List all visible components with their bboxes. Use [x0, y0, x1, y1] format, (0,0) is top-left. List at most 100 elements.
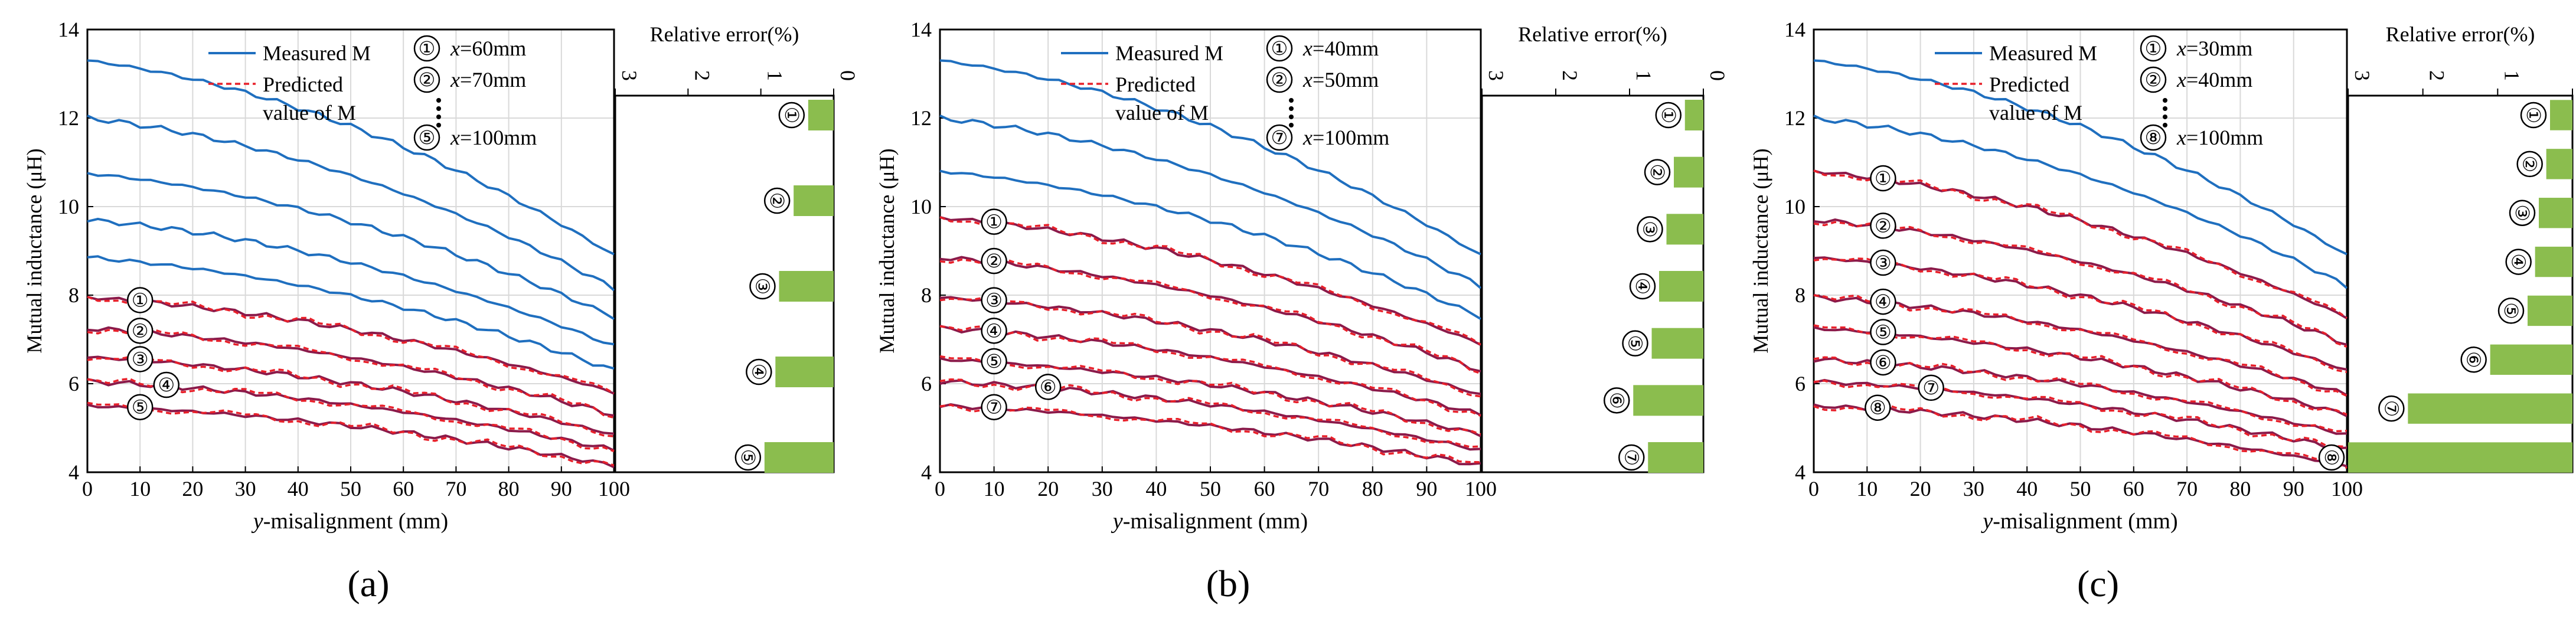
predicted-series-line: [87, 296, 615, 394]
x-tick-label: 20: [1037, 477, 1059, 501]
curve-marker-circle: [126, 287, 154, 313]
error-bar-label-circle: [2378, 395, 2405, 422]
x-tick-label: 0: [82, 477, 93, 501]
predicted-series-line: [1813, 221, 2348, 348]
legend-x-text: =70mm: [460, 68, 526, 91]
legend-x-marker-circle: [2140, 124, 2167, 151]
legend-x-marker-text: ②: [1271, 69, 1288, 90]
x-tick-label: 40: [288, 477, 309, 501]
legend-x-text: =100mm: [460, 126, 537, 149]
y-tick-label: 8: [921, 283, 932, 307]
legend-x-marker-text: ⑤: [419, 127, 436, 148]
predicted-series-line: [939, 378, 1481, 448]
legend-predicted-label-2: value of M: [1115, 101, 1209, 125]
error-bar-label-text: ⑤: [1625, 335, 1646, 352]
curve-marker-text: ④: [1875, 291, 1892, 312]
y-tick-label: 12: [1784, 106, 1806, 130]
legend-x-marker-circle: [2140, 66, 2167, 93]
measured-series-line: [939, 215, 1481, 347]
curve-marker-circle: [1870, 349, 1896, 376]
error-bar-label-circle: [2516, 151, 2543, 178]
error-axis-tick-label: 3: [1484, 70, 1508, 81]
legend-x-marker-circle: [1266, 35, 1293, 62]
curve-marker-circle: [1870, 319, 1896, 345]
y-tick-label: 4: [921, 460, 932, 484]
legend-ellipsis-dot: [436, 115, 441, 119]
measured-series-line: [1813, 378, 2348, 450]
x-axis-label-rest: -misalignment (mm): [1993, 509, 2177, 534]
legend-x-text: =50mm: [1313, 68, 1379, 91]
measured-series-line: [939, 59, 1481, 256]
x-tick-label: 10: [1856, 477, 1878, 501]
error-bar-label: ②: [1644, 159, 1671, 185]
error-bar: [779, 271, 834, 302]
x-tick-label: 30: [1092, 477, 1113, 501]
error-bar-label: ⑦: [1618, 444, 1645, 471]
x-tick-label: 40: [1145, 477, 1167, 501]
legend-ellipsis-dot: [436, 106, 441, 111]
error-bar: [1674, 156, 1703, 188]
measured-series-line: [1813, 59, 2348, 256]
x-tick-label: 30: [235, 477, 256, 501]
legend-x-value: x=60mm: [450, 37, 526, 60]
error-bar-label-text: ⑥: [2463, 351, 2484, 368]
legend-ellipsis-dot: [2163, 106, 2167, 111]
x-tick-label: 60: [2123, 477, 2144, 501]
legend-x-var: x: [1302, 68, 1313, 91]
legend-ellipsis-dot: [2163, 123, 2167, 128]
x-axis-label-var: y: [1980, 509, 1993, 534]
curve-marker-circle: [1870, 213, 1896, 239]
legend-x-text: =60mm: [460, 37, 526, 60]
curve-marker-circle: [126, 318, 154, 344]
error-panel-title: Relative error(%): [1518, 22, 1667, 46]
legend-ellipsis-dot: [1289, 106, 1294, 111]
legend-x-text: =100mm: [1313, 126, 1389, 149]
error-bar-label-text: ④: [2508, 253, 2529, 270]
predicted-series-line: [87, 401, 615, 467]
y-tick-label: 8: [68, 283, 79, 307]
legend-predicted-label: Predicted: [263, 73, 343, 96]
panel-1: 0 10 20 30 40 50 60 70 80 90 100468101214y-misalig…: [22, 18, 860, 604]
curve-marker-circle: [981, 394, 1007, 420]
error-axis-tick-label: 3: [618, 70, 641, 81]
error-bar: [1633, 385, 1703, 416]
curve-marker-circle: [1870, 249, 1896, 276]
x-tick-label: 70: [445, 477, 466, 501]
error-axis-tick-label: 1: [763, 70, 787, 81]
curve-marker-text: ⑧: [1869, 397, 1886, 419]
legend-ellipsis-dot: [1289, 115, 1294, 119]
predicted-series-line: [939, 296, 1481, 398]
legend-x-marker-circle: [413, 124, 440, 151]
error-axis-tick-label: 1: [2500, 70, 2523, 81]
y-tick-label: 6: [921, 372, 932, 396]
curve-marker-text: ④: [158, 374, 175, 396]
predicted-series-line: [87, 327, 615, 419]
error-bar-label-circle: [746, 358, 772, 385]
error-bar-label: ④: [2505, 249, 2532, 275]
x-tick-label: 100: [598, 477, 630, 501]
curve-marker-text: ⑤: [985, 351, 1003, 372]
error-bar-label-text: ⑥: [1606, 392, 1627, 409]
error-bar: [2539, 198, 2572, 228]
error-bar-label-text: ④: [1632, 278, 1653, 295]
error-bar-label: ③: [1637, 216, 1663, 243]
legend-x-value: x=100mm: [450, 126, 537, 149]
legend-x-text: =40mm: [2186, 68, 2252, 91]
error-bar: [1651, 328, 1703, 359]
panel-label: (b): [1206, 563, 1251, 604]
y-tick-label: 8: [1795, 283, 1806, 307]
measured-series-line: [87, 255, 615, 370]
predicted-series-line: [939, 325, 1481, 417]
error-bar: [1659, 271, 1703, 302]
x-axis-label: y-misalignment (mm): [251, 509, 448, 534]
curve-marker-text: ②: [985, 250, 1003, 272]
legend-ellipsis-dot: [436, 98, 441, 103]
curve-marker-text: ⑤: [1875, 322, 1892, 343]
curve-marker-circle: [981, 247, 1007, 274]
legend-x-marker-text: ①: [2145, 38, 2162, 59]
error-axis-tick-label: 2: [2425, 70, 2449, 81]
legend-x-var: x: [450, 68, 460, 91]
x-tick-label: 40: [2016, 477, 2038, 501]
curve-marker-text: ①: [1875, 168, 1892, 189]
